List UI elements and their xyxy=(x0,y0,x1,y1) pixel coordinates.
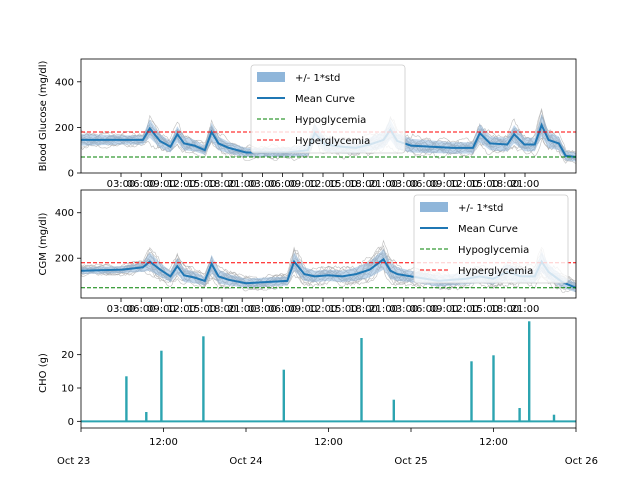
cho-panel: 0 10 20 Oct 23 12:00 Oct 24 12:00 Oct 25 12:00 Oc… xyxy=(38,317,598,467)
x-tick-label: 12:00 xyxy=(450,304,479,315)
x-tick-label: 18:00 xyxy=(349,304,378,315)
legend-entry-label: Mean Curve xyxy=(295,94,355,105)
x-tick-label: 21:00 xyxy=(228,304,257,315)
x-tick-label: 06:00 xyxy=(127,304,156,315)
legend-entry-label: Hyperglycemia xyxy=(295,136,370,147)
legend: +/- 1*std Mean Curve Hypoglycemia Hyperglyc… xyxy=(250,64,406,154)
x-tick-label: 15:00 xyxy=(470,304,499,315)
x-tick-label: 03:00 xyxy=(389,179,418,190)
cgm-panel: 20040003:0006:0009:0012:0015:0018:0021:0… xyxy=(38,189,577,315)
y-tick-label: 400 xyxy=(55,77,74,88)
y-tick-label: 0 xyxy=(68,417,74,428)
cho-spike xyxy=(552,414,556,422)
x-tick-label: 06:00 xyxy=(268,304,297,315)
x-tick-label: 09:00 xyxy=(430,179,459,190)
y-tick-label: 400 xyxy=(55,208,74,219)
legend-box xyxy=(413,194,569,284)
cho-spike xyxy=(528,321,531,422)
legend: +/- 1*std Mean Curve Hypoglycemia Hyperglyc… xyxy=(413,194,569,284)
x-tick-label: 12:00 xyxy=(309,304,338,315)
x-tick-label: 21:00 xyxy=(228,179,257,190)
x-tick-label: 03:00 xyxy=(248,179,277,190)
cho-spike xyxy=(282,369,285,422)
y-tick-label: 200 xyxy=(55,123,74,134)
cho-spike xyxy=(145,412,148,422)
x-tick-label: 18:00 xyxy=(490,179,519,190)
y-axis-label: Blood Glucose (mg/dl) xyxy=(38,60,49,171)
x-tick-label: 18:00 xyxy=(349,179,378,190)
x-tick-label: 06:00 xyxy=(127,179,156,190)
x-tick-label: 12:00 xyxy=(450,179,479,190)
y-axis-label: CHO (g) xyxy=(38,353,49,393)
x-tick-label: 21:00 xyxy=(511,304,540,315)
y-tick-label: 200 xyxy=(55,254,74,265)
x-tick-date-label: Oct 26 xyxy=(565,456,598,467)
x-tick-label: 12:00 xyxy=(167,304,196,315)
x-tick-label: 15:00 xyxy=(187,304,216,315)
legend-std-swatch xyxy=(257,72,285,82)
y-axis-label: CGM (mg/dl) xyxy=(38,212,49,275)
legend-std-swatch xyxy=(420,202,448,212)
cho-spike xyxy=(160,350,163,422)
cho-spike xyxy=(125,376,128,422)
y-tick-label: 20 xyxy=(61,350,74,361)
x-tick-label: 06:00 xyxy=(410,179,439,190)
x-tick-date-label: Oct 23 xyxy=(57,456,90,467)
legend-entry-label: +/- 1*std xyxy=(295,73,340,84)
x-tick-label: 12:00 xyxy=(167,179,196,190)
blood-glucose-panel: 020040003:0006:0009:0012:0015:0018:0021:… xyxy=(38,58,577,190)
x-tick-label: 21:00 xyxy=(369,179,398,190)
x-tick-label: 09:00 xyxy=(288,304,317,315)
legend-entry-label: +/- 1*std xyxy=(458,203,503,214)
cho-spike xyxy=(202,336,205,422)
x-tick-date-label: Oct 25 xyxy=(394,456,427,467)
x-tick-label: 09:00 xyxy=(288,179,317,190)
patient-trace xyxy=(81,244,576,291)
x-tick-label: 15:00 xyxy=(187,179,216,190)
x-tick-label: 21:00 xyxy=(511,179,540,190)
x-tick-label: 03:00 xyxy=(389,304,418,315)
x-tick-label: 09:00 xyxy=(430,304,459,315)
x-tick-time-label: 12:00 xyxy=(479,437,508,448)
cho-spike xyxy=(470,361,473,422)
x-tick-label: 06:00 xyxy=(268,179,297,190)
legend-entry-label: Hypoglycemia xyxy=(295,115,366,126)
x-tick-label: 18:00 xyxy=(208,179,237,190)
axes-frame xyxy=(80,58,577,174)
x-tick-label: 15:00 xyxy=(329,179,358,190)
x-tick-label: 03:00 xyxy=(248,304,277,315)
x-tick-label: 15:00 xyxy=(470,179,499,190)
legend-box xyxy=(250,64,406,154)
x-tick-label: 03:00 xyxy=(107,179,136,190)
axes-frame xyxy=(80,189,577,299)
legend-entry-label: Hyperglycemia xyxy=(458,266,533,277)
cho-spike xyxy=(492,355,495,422)
x-tick-label: 21:00 xyxy=(369,304,398,315)
x-tick-label: 09:00 xyxy=(147,179,176,190)
legend-entry-label: Hypoglycemia xyxy=(458,245,529,256)
x-tick-label: 18:00 xyxy=(208,304,237,315)
x-tick-time-label: 12:00 xyxy=(149,437,178,448)
cho-spike xyxy=(360,338,363,422)
y-tick-label: 10 xyxy=(61,384,74,395)
x-tick-label: 06:00 xyxy=(410,304,439,315)
x-tick-date-label: Oct 24 xyxy=(229,456,262,467)
x-tick-label: 12:00 xyxy=(309,179,338,190)
x-tick-label: 18:00 xyxy=(490,304,519,315)
x-tick-time-label: 12:00 xyxy=(314,437,343,448)
cho-spike xyxy=(518,408,521,422)
legend-entry-label: Mean Curve xyxy=(458,224,518,235)
cho-spike xyxy=(392,399,395,422)
x-tick-label: 03:00 xyxy=(107,304,136,315)
x-tick-label: 09:00 xyxy=(147,304,176,315)
x-tick-label: 15:00 xyxy=(329,304,358,315)
y-tick-label: 0 xyxy=(68,169,74,180)
